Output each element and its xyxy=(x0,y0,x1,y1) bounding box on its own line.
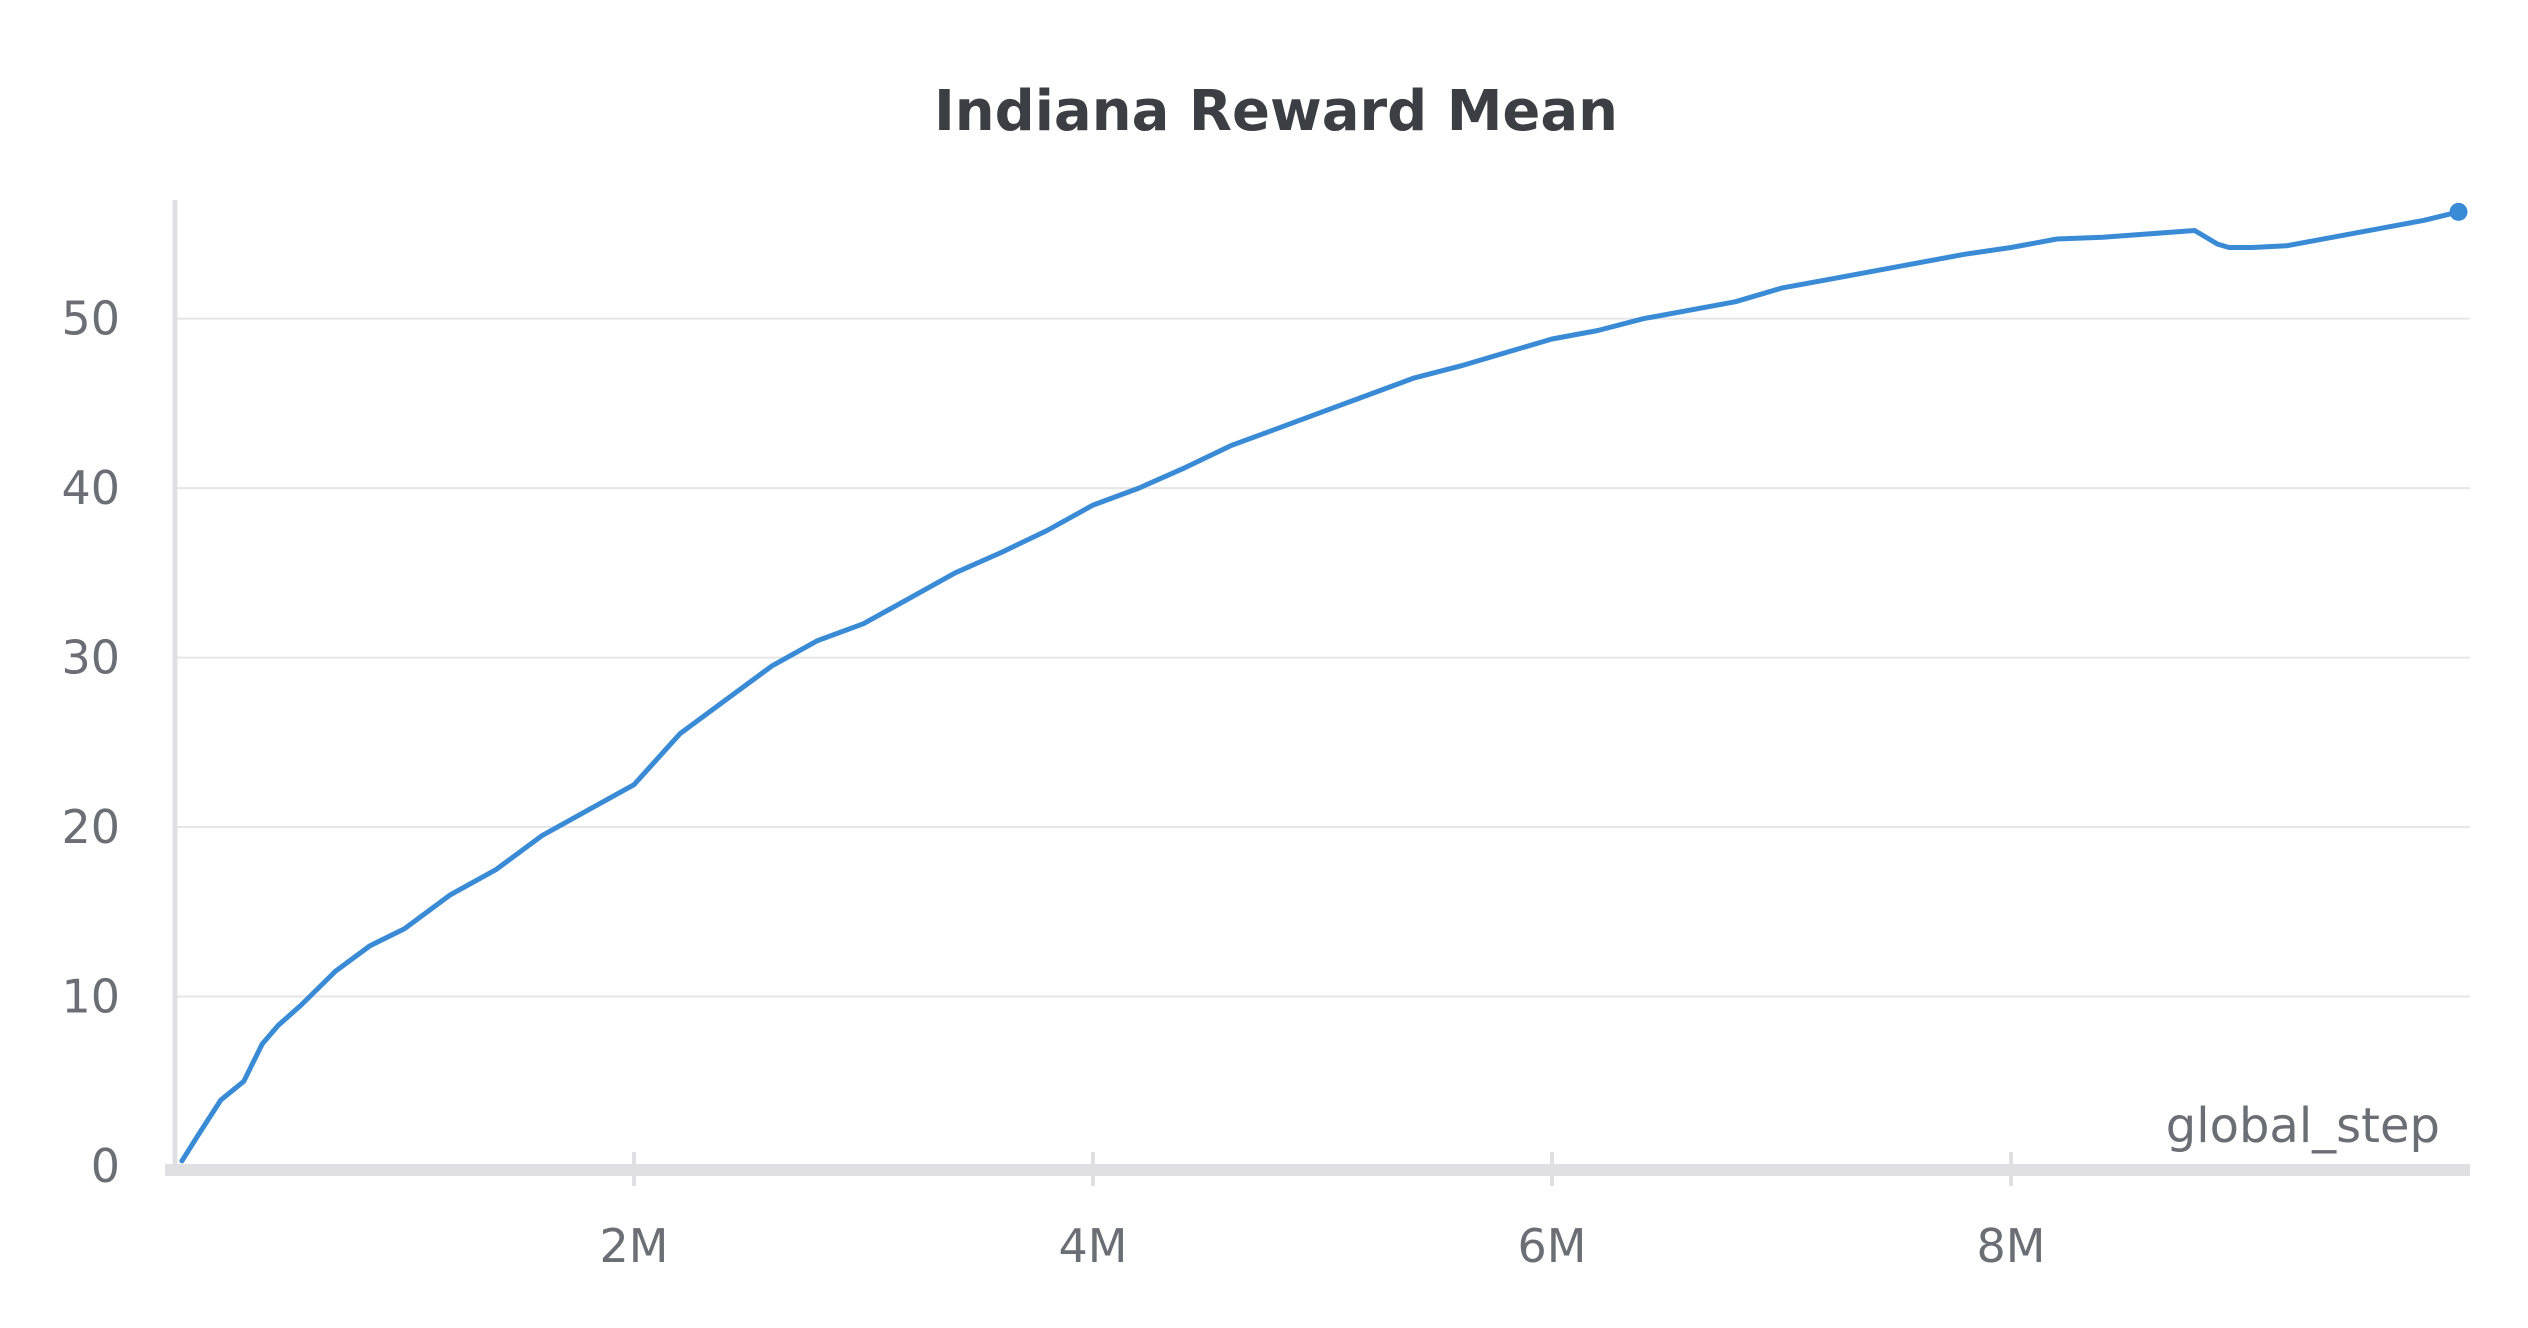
y-tick-label-40: 40 xyxy=(61,461,120,515)
tick-labels: 0 10 20 30 40 50 2M 4M 6M 8M xyxy=(61,292,2045,1273)
chart-title: Indiana Reward Mean xyxy=(934,79,1618,144)
x-tick-label-2M: 2M xyxy=(600,1219,669,1273)
y-tick-label-10: 10 xyxy=(61,970,120,1024)
y-tick-label-50: 50 xyxy=(61,292,120,346)
grid-lines xyxy=(175,317,2470,998)
y-tick-label-30: 30 xyxy=(61,631,120,685)
x-axis-title: global_step xyxy=(2166,1098,2440,1154)
x-tick-label-4M: 4M xyxy=(1059,1219,1128,1273)
y-tick-label-0: 0 xyxy=(91,1139,120,1193)
y-tick-label-20: 20 xyxy=(61,800,120,854)
x-tick-label-6M: 6M xyxy=(1518,1219,1587,1273)
series-end-point xyxy=(2449,202,2468,221)
x-tick-label-8M: 8M xyxy=(1977,1219,2046,1273)
series-line xyxy=(179,209,2461,1164)
series-layer xyxy=(179,202,2468,1164)
axes xyxy=(165,200,2470,1186)
